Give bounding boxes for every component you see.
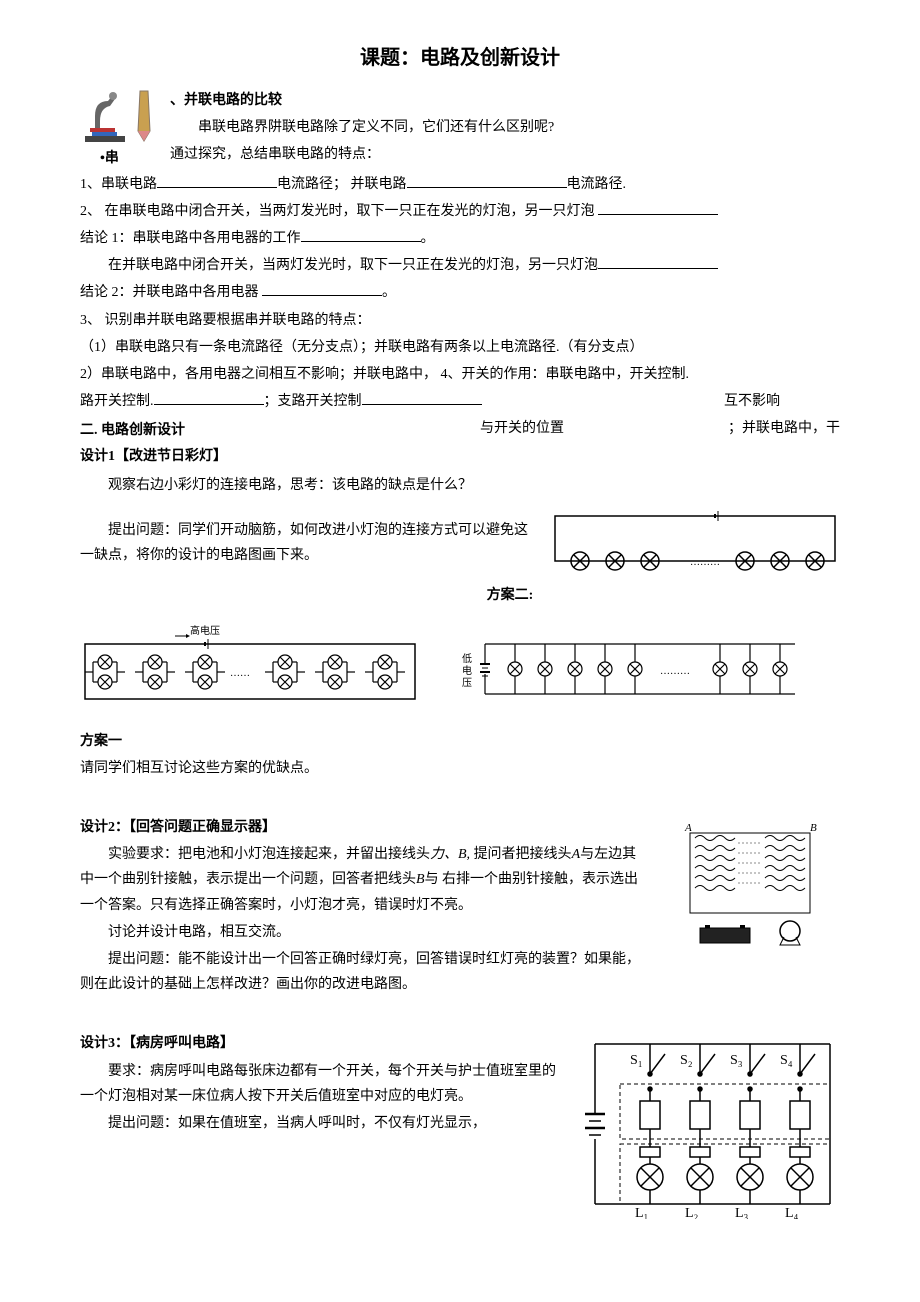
q2-conc1: 结论 1：串联电路中各用电器的工作。 — [80, 226, 840, 251]
svg-text:………: ……… — [690, 557, 720, 568]
q3-1: （1）串联电路只有一条电流路径（无分支点）；并联电路有两条以上电流路径.（有分支… — [80, 335, 840, 360]
svg-text:L₂: L₂ — [685, 1206, 699, 1219]
q1: 1、串联电路电流路径； 并联电路电流路径. — [80, 172, 840, 197]
q3-2a: 2）串联电路中，各用电器之间相互不影响；并联电路中， 4、开关的作用：串联电路中… — [80, 362, 840, 387]
svg-text:……: …… — [230, 668, 250, 679]
svg-text:………: ……… — [660, 666, 690, 677]
intro-line2: 通过探究，总结串联电路的特点： — [170, 142, 840, 167]
scheme2-label: 方案二: — [180, 583, 840, 608]
pencil-icon — [130, 86, 160, 146]
scheme-discuss: 请同学们相互讨论这些方案的优缺点。 — [80, 756, 840, 781]
svg-text:A: A — [684, 822, 692, 834]
blank — [407, 173, 567, 188]
scheme1-diagram: 高电压 — [80, 624, 420, 714]
scheme-row: 高电压 — [80, 624, 840, 714]
scheme2-diagram: 低 电 压 ……… — [460, 634, 800, 704]
svg-text:L₁: L₁ — [635, 1206, 648, 1219]
blank — [154, 390, 264, 405]
hospital-circuit-diagram: S₁ S₂ S₃ S₄ L₁ L₂ L₃ L₄ — [580, 1029, 840, 1219]
blank — [362, 390, 482, 405]
section1-head: 、并联电路的比较 — [170, 93, 282, 108]
page-title: 课题：电路及创新设计 — [80, 40, 840, 76]
design1-p1: 观察右边小彩灯的连接电路，思考：该电路的缺点是什么？ — [80, 473, 530, 498]
series-circuit-diagram: ……… — [550, 511, 840, 571]
quiz-device-diagram: A B — [660, 813, 840, 953]
high-voltage-label: 高电压 — [190, 624, 220, 637]
bullet-chuan: •串 — [100, 146, 119, 171]
frag-switch: 与开关的位置 — [480, 416, 564, 441]
design1-head: 设计1【改进节日彩灯】 — [80, 444, 840, 469]
svg-text:S₃: S₃ — [730, 1053, 743, 1068]
design2-p3: 提出问题：能不能设计出一个回答正确时绿灯亮，回答错误时红灯亮的装置？如果能，则在… — [80, 947, 840, 997]
frag-hubu: 互不影响 — [724, 389, 780, 414]
intro-line1: 串联电路界阱联电路除了定义不同，它们还有什么区别呢? — [170, 115, 840, 140]
blank — [262, 281, 382, 296]
low-voltage-label: 低 — [462, 652, 472, 665]
q2a: 2、 在串联电路中闭合开关，当两灯发光时，取下一只正在发光的灯泡，另一只灯泡 — [80, 199, 840, 224]
svg-text:S₂: S₂ — [680, 1053, 693, 1068]
svg-text:S₄: S₄ — [780, 1053, 793, 1068]
frag-gan: ；并联电路中，干 — [728, 416, 840, 441]
blank — [157, 173, 277, 188]
svg-text:S₁: S₁ — [630, 1053, 643, 1068]
q3-2b-line: 路开关控制.；支路开关控制 互不影响 — [80, 389, 840, 414]
scheme1-label: 方案一 — [80, 729, 840, 754]
design1-p2: 提出问题：同学们开动脑筋，如何改进小灯泡的连接方式可以避免这一缺点，将你的设计的… — [80, 518, 530, 568]
svg-text:压: 压 — [462, 677, 472, 689]
q2b: 在并联电路中闭合开关，当两灯发光时，取下一只正在发光的灯泡，另一只灯泡 — [80, 253, 840, 278]
q2-conc2: 结论 2：并联电路中各用电器 。 — [80, 280, 840, 305]
q3-head: 3、 识别串并联电路要根据串并联电路的特点： — [80, 308, 840, 333]
intro-row: •串 、并联电路的比较 串联电路界阱联电路除了定义不同，它们还有什么区别呢? 通… — [80, 86, 840, 170]
svg-text:B: B — [810, 822, 817, 834]
svg-text:L₄: L₄ — [785, 1206, 799, 1219]
svg-text:电: 电 — [462, 664, 472, 677]
svg-text:L₃: L₃ — [735, 1206, 749, 1219]
section2-head: 二. 电路创新设计 — [80, 418, 185, 443]
blank — [301, 227, 421, 242]
blank — [598, 200, 718, 215]
decorative-icons: •串 — [80, 86, 170, 166]
microscope-icon — [80, 86, 130, 146]
blank — [598, 254, 718, 269]
